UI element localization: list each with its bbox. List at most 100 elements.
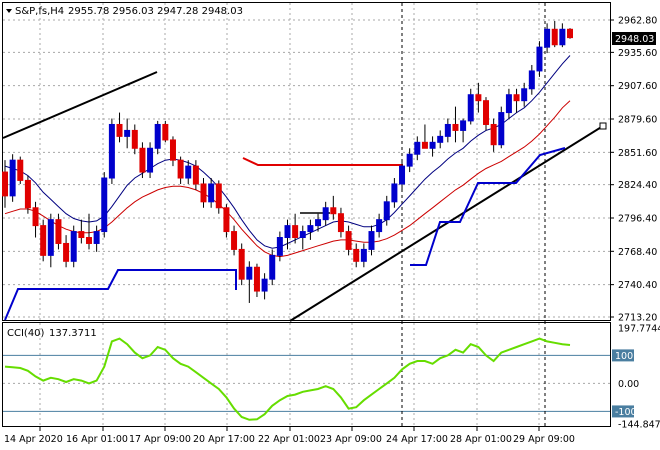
ma-slow-line — [4, 100, 571, 258]
candles — [2, 20, 573, 303]
support-line-blue — [4, 269, 237, 321]
trendline-layer — [2, 3, 607, 426]
candle-bear — [551, 28, 558, 46]
cci-line — [4, 337, 571, 421]
candle-bull — [185, 165, 192, 179]
candle-bear — [253, 266, 260, 292]
price-tick-label: 2824.40 — [618, 180, 657, 191]
candle-bull — [460, 120, 467, 131]
candle-bear — [231, 231, 238, 250]
candle-bear — [513, 94, 520, 102]
candle-bull — [498, 112, 505, 146]
chart-header: S&P,fs,H4 2955.78 2956.03 2947.28 2948.0… — [6, 6, 243, 17]
grid-lines — [3, 3, 610, 426]
candle-bull — [383, 201, 390, 221]
candle-bear — [475, 94, 482, 102]
dropdown-triangle-icon[interactable] — [6, 9, 12, 13]
candle-bull — [536, 46, 543, 72]
candle-bear — [215, 183, 222, 209]
candle-bear — [292, 225, 299, 239]
candle-bear — [85, 237, 92, 244]
symbol-label: S&P,fs,H4 — [15, 6, 64, 17]
candle-bear — [162, 123, 169, 141]
candle-bear — [345, 231, 352, 250]
cci-level-label: 100 — [615, 351, 633, 362]
candle-bull — [322, 207, 329, 221]
candle-bear — [223, 207, 230, 233]
candle-bull — [376, 219, 383, 233]
price-tick-label: 2768.40 — [618, 247, 657, 258]
price-tick-label: 2851.60 — [618, 148, 657, 159]
candle-bull — [147, 147, 154, 173]
candle-bull — [284, 225, 291, 239]
cci-axis: 197.7744 100 0.00 -100 -144.8475 — [612, 324, 660, 431]
candle-bull — [299, 231, 306, 239]
candle-bear — [139, 147, 146, 173]
candle-bear — [330, 207, 337, 215]
candle-bear — [169, 139, 176, 161]
cci-value: 137.3711 — [49, 328, 97, 339]
ohlc-readout: 2955.78 2956.03 2947.28 2948.03 — [68, 6, 243, 17]
candle-bull — [528, 70, 535, 90]
current-price-marker: 2948.03 — [612, 32, 656, 45]
candle-bear — [490, 123, 497, 146]
candle-bull — [261, 278, 268, 292]
candle-bull — [208, 183, 215, 203]
time-tick-label: 22 Apr 01:00 — [258, 434, 320, 445]
candle-bull — [399, 165, 406, 185]
candle-bear — [200, 183, 207, 203]
candle-bull — [467, 94, 474, 122]
candle-bear — [238, 248, 245, 280]
candle-bull — [276, 237, 283, 256]
trendline-support — [289, 125, 604, 322]
candle-bull — [368, 231, 375, 250]
cci-tick-label: 197.7744 — [618, 324, 660, 335]
candle-bear — [452, 123, 459, 131]
candle-bull — [360, 248, 367, 262]
candle-bull — [521, 88, 528, 102]
resistance-line-red — [242, 157, 403, 166]
time-tick-label: 17 Apr 09:00 — [129, 434, 191, 445]
candle-bear — [63, 242, 70, 262]
cci-tick-label: -144.8475 — [618, 420, 660, 431]
indicator-panel-frame — [2, 322, 611, 427]
price-tick-label: 2907.60 — [618, 81, 657, 92]
candle-bear — [32, 207, 39, 227]
candle-bear — [24, 179, 31, 209]
time-tick-label: 24 Apr 17:00 — [386, 434, 448, 445]
price-axis: 2962.80 2935.60 2907.60 2879.60 2851.60 2824.… — [610, 16, 657, 324]
candle-bear — [40, 225, 47, 256]
candle-bull — [154, 123, 161, 149]
cci-tick-label: 0.00 — [618, 379, 639, 390]
time-tick-label: 28 Apr 01:00 — [450, 434, 512, 445]
candle-bull — [47, 219, 54, 256]
candle-bear — [353, 248, 360, 262]
time-axis: 14 Apr 2020 16 Apr 01:00 17 Apr 09:00 20 Ap… — [4, 426, 575, 445]
candle-bull — [70, 231, 77, 262]
candle-bull — [108, 123, 115, 179]
candle-bull — [414, 141, 421, 155]
candle-bear — [421, 141, 428, 149]
time-tick-label: 29 Apr 09:00 — [513, 434, 575, 445]
candle-bull — [246, 266, 253, 280]
cci-layer — [4, 337, 571, 421]
candle-bull — [406, 153, 413, 167]
candle-bull — [444, 123, 451, 137]
trendline-upper-left — [2, 71, 158, 139]
candle-bear — [177, 159, 184, 179]
candle-bear — [116, 123, 123, 137]
time-tick-label: 20 Apr 17:00 — [193, 434, 255, 445]
cci-label: CCI(40) — [7, 328, 45, 339]
price-tick-label: 2796.40 — [618, 214, 657, 225]
candle-bull — [93, 231, 100, 244]
candle-bear — [2, 171, 8, 197]
candle-bull — [315, 219, 322, 227]
candle-bull — [544, 28, 551, 48]
candle-bull — [559, 28, 566, 46]
time-tick-label: 14 Apr 2020 — [4, 434, 63, 445]
candle-bull — [505, 94, 512, 114]
candle-bull — [429, 141, 436, 149]
candle-bear — [55, 219, 62, 244]
candle-bear — [337, 213, 344, 233]
